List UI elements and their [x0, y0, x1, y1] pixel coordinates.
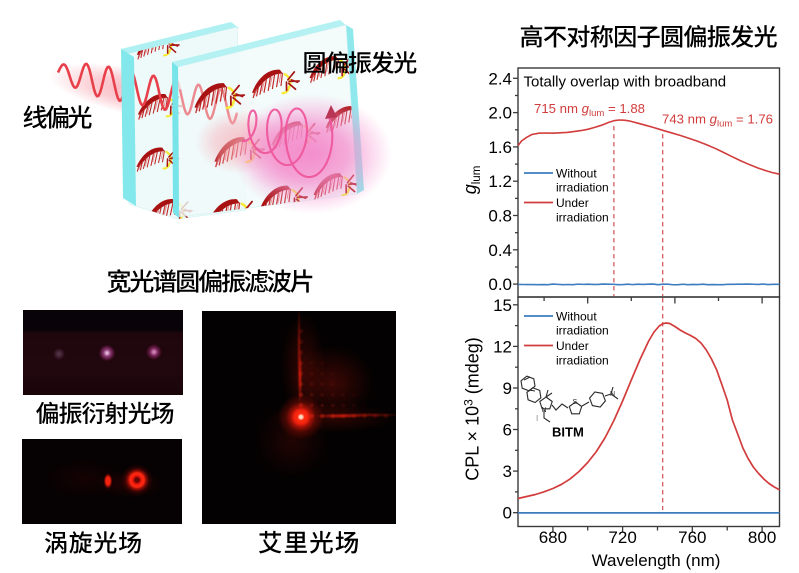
svg-text:1.2: 1.2 — [488, 172, 512, 191]
svg-text:Without: Without — [556, 310, 597, 324]
svg-text:15: 15 — [493, 296, 512, 315]
svg-text:0.8: 0.8 — [488, 207, 512, 226]
svg-text:3: 3 — [503, 462, 512, 481]
svg-text:Totally overlap with broadband: Totally overlap with broadband — [524, 73, 727, 90]
svg-text:irradiation: irradiation — [556, 211, 609, 225]
svg-text:720: 720 — [608, 528, 636, 547]
svg-text:760: 760 — [678, 528, 706, 547]
svg-text:2.4: 2.4 — [488, 69, 512, 88]
svg-text:715 nm glum = 1.88: 715 nm glum = 1.88 — [534, 101, 645, 119]
svg-text:9: 9 — [503, 379, 512, 398]
svg-text:0.0: 0.0 — [488, 275, 512, 294]
svg-text:Under: Under — [556, 196, 589, 210]
svg-text:743 nm glum = 1.76: 743 nm glum = 1.76 — [662, 112, 773, 130]
svg-text:BITM: BITM — [552, 425, 584, 440]
svg-text:6: 6 — [503, 421, 512, 440]
svg-text:N: N — [542, 407, 547, 414]
svg-text:800: 800 — [748, 528, 776, 547]
svg-text:1.6: 1.6 — [488, 138, 512, 157]
svg-text:glum: glum — [460, 166, 483, 195]
svg-text:Wavelength (nm): Wavelength (nm) — [592, 551, 721, 570]
svg-text:I: I — [536, 414, 538, 423]
svg-text:irradiation: irradiation — [556, 324, 609, 338]
svg-text:Under: Under — [556, 339, 589, 353]
svg-text:12: 12 — [493, 337, 512, 356]
svg-text:2.0: 2.0 — [488, 104, 512, 123]
svg-text:CPL × 103 (mdeg): CPL × 103 (mdeg) — [462, 337, 483, 481]
svg-text:irradiation: irradiation — [556, 181, 609, 195]
svg-text:0.4: 0.4 — [488, 241, 512, 260]
svg-text:0: 0 — [503, 504, 512, 523]
svg-text:680: 680 — [539, 528, 567, 547]
svg-text:irradiation: irradiation — [556, 354, 609, 368]
svg-text:S: S — [573, 399, 578, 406]
svg-text:N: N — [610, 391, 615, 398]
svg-text:Without: Without — [556, 167, 597, 181]
